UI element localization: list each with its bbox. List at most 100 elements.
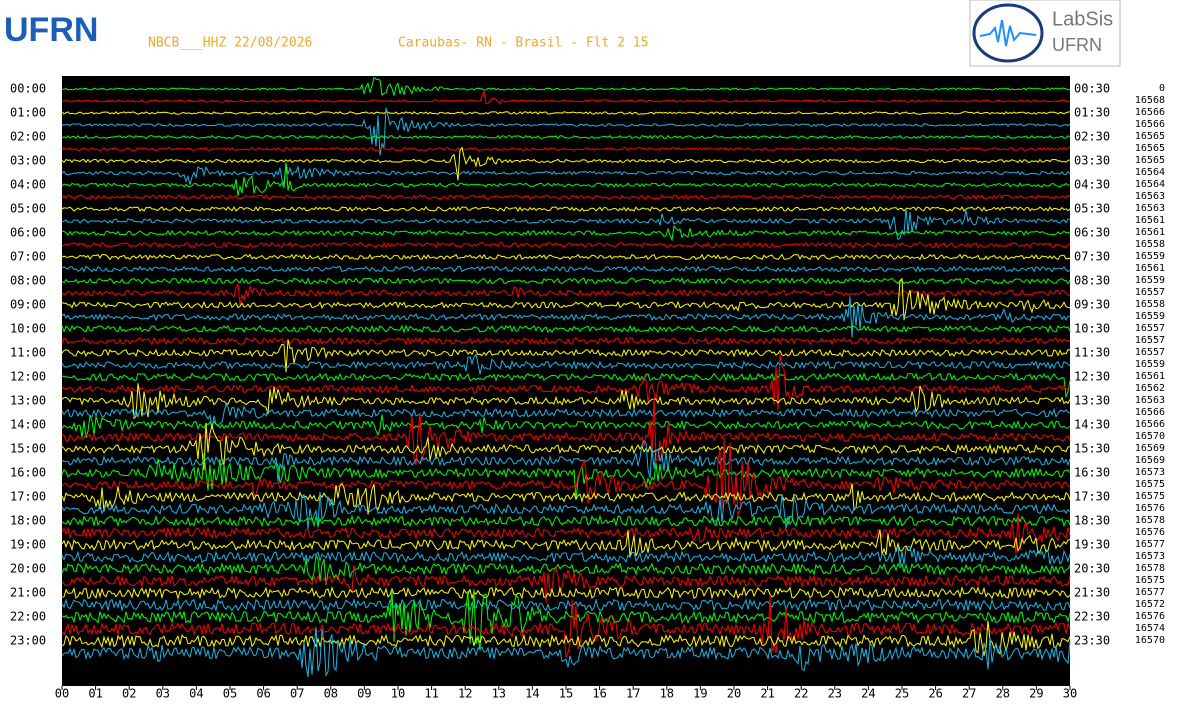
- right-number: 16570: [1135, 635, 1165, 646]
- right-number: 16578: [1135, 563, 1165, 574]
- right-number: 16561: [1135, 227, 1165, 238]
- right-time-label: 13:30: [1074, 394, 1110, 408]
- traces: [61, 76, 1071, 677]
- right-number: 16578: [1135, 515, 1165, 526]
- right-time-label: 17:30: [1074, 490, 1110, 504]
- right-number: 16577: [1135, 539, 1165, 550]
- trace: [61, 224, 1071, 242]
- right-number: 16559: [1135, 251, 1165, 262]
- x-tick-label: 28: [996, 687, 1010, 701]
- left-time-label: 22:00: [10, 610, 46, 624]
- trace: [61, 265, 1071, 273]
- trace: [61, 107, 1071, 156]
- right-time-label: 22:30: [1074, 610, 1110, 624]
- logo-ring: [972, 3, 1044, 63]
- trace: [61, 529, 1071, 558]
- right-number: 16566: [1135, 407, 1165, 418]
- trace: [61, 513, 1071, 555]
- right-time-label: 08:30: [1074, 274, 1110, 288]
- left-logo: UFRN: [4, 11, 98, 49]
- trace: [61, 626, 1071, 677]
- right-number: 16561: [1135, 371, 1165, 382]
- right-number: 16566: [1135, 107, 1165, 118]
- right-number: 16559: [1135, 275, 1165, 286]
- x-tick-label: 23: [828, 687, 842, 701]
- right-time-label: 16:30: [1074, 466, 1110, 480]
- x-tick-label: 02: [122, 687, 136, 701]
- right-number: 16573: [1135, 551, 1165, 562]
- left-time-label: 23:00: [10, 634, 46, 648]
- x-tick-label: 00: [55, 687, 69, 701]
- x-tick-label: 14: [525, 687, 539, 701]
- right-time-label: 05:30: [1074, 202, 1110, 216]
- x-tick-label: 13: [492, 687, 506, 701]
- x-tick-label: 17: [626, 687, 640, 701]
- right-number: 16559: [1135, 359, 1165, 370]
- left-time-label: 07:00: [10, 250, 46, 264]
- trace: [61, 339, 1071, 373]
- left-time-label: 00:00: [10, 82, 46, 96]
- right-time-label: 21:30: [1074, 586, 1110, 600]
- x-tick-label: 27: [962, 687, 976, 701]
- right-number: 16562: [1135, 383, 1165, 394]
- left-time-label: 17:00: [10, 490, 46, 504]
- trace: [61, 89, 1071, 105]
- right-number: 16561: [1135, 263, 1165, 274]
- right-time-label: 14:30: [1074, 418, 1110, 432]
- right-number: 16572: [1135, 599, 1165, 610]
- trace: [61, 162, 1071, 196]
- right-time-label: 19:30: [1074, 538, 1110, 552]
- right-time-label: 18:30: [1074, 514, 1110, 528]
- right-number: 16568: [1135, 95, 1165, 106]
- right-number: 16565: [1135, 155, 1165, 166]
- right-number: 16557: [1135, 287, 1165, 298]
- right-time-label: 15:30: [1074, 442, 1110, 456]
- x-tick-label: 09: [357, 687, 371, 701]
- trace: [61, 146, 1071, 152]
- trace: [61, 545, 1071, 565]
- right-time-label: 03:30: [1074, 154, 1110, 168]
- right-time-label: 04:30: [1074, 178, 1110, 192]
- left-time-label: 19:00: [10, 538, 46, 552]
- x-tick-label: 11: [424, 687, 438, 701]
- trace: [61, 207, 1071, 241]
- right-number: 16565: [1135, 131, 1165, 142]
- trace: [61, 336, 1071, 346]
- right-number: 16565: [1135, 143, 1165, 154]
- left-time-label: 20:00: [10, 562, 46, 576]
- trace: [61, 422, 1071, 471]
- logo-text: UFRN: [4, 11, 98, 49]
- x-tick-label: 07: [290, 687, 304, 701]
- trace: [61, 565, 1071, 604]
- trace: [61, 241, 1071, 249]
- trace: [61, 277, 1071, 321]
- right-time-label: 09:30: [1074, 298, 1110, 312]
- right-time-label: 01:30: [1074, 106, 1110, 120]
- x-tick-label: 24: [861, 687, 875, 701]
- left-time-label: 21:00: [10, 586, 46, 600]
- right-number: 16569: [1135, 455, 1165, 466]
- x-tick-label: 19: [693, 687, 707, 701]
- x-tick-label: 01: [88, 687, 102, 701]
- right-time-label: 06:30: [1074, 226, 1110, 240]
- left-time-label: 02:00: [10, 130, 46, 144]
- right-number: 0: [1159, 83, 1165, 94]
- trace: [61, 403, 1071, 429]
- trace: [61, 372, 1071, 399]
- right-number: 16575: [1135, 575, 1165, 586]
- left-time-label: 15:00: [10, 442, 46, 456]
- x-tick-label: 08: [324, 687, 338, 701]
- left-time-label: 10:00: [10, 322, 46, 336]
- right-number: 16558: [1135, 239, 1165, 250]
- trace: [61, 324, 1071, 334]
- trace: [61, 414, 1071, 438]
- x-tick-label: 30: [1063, 687, 1077, 701]
- right-time-label: 20:30: [1074, 562, 1110, 576]
- logo-wave: [979, 19, 1037, 47]
- labels: 00:00 01:00 02:00 03:00 04:00 05:00 06:00 07:00…: [10, 82, 1165, 701]
- trace: [61, 383, 1071, 420]
- left-time-label: 03:00: [10, 154, 46, 168]
- trace: [61, 620, 1071, 656]
- right-time-label: 12:30: [1074, 370, 1110, 384]
- right-time-label: 10:30: [1074, 322, 1110, 336]
